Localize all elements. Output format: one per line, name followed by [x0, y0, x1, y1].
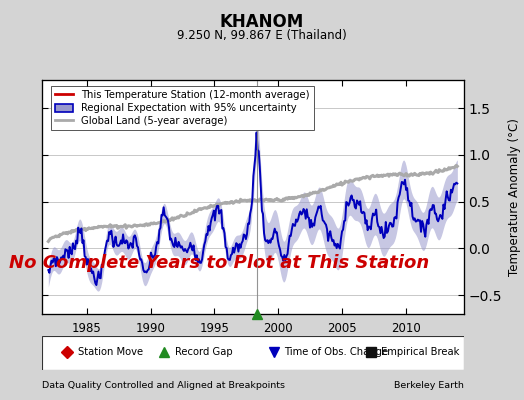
Text: Empirical Break: Empirical Break [381, 347, 460, 357]
Text: 9.250 N, 99.867 E (Thailand): 9.250 N, 99.867 E (Thailand) [177, 29, 347, 42]
Text: 1985: 1985 [72, 322, 102, 335]
Text: 1990: 1990 [136, 322, 166, 335]
Text: 2000: 2000 [264, 322, 293, 335]
Text: Berkeley Earth: Berkeley Earth [394, 381, 464, 390]
Text: Data Quality Controlled and Aligned at Breakpoints: Data Quality Controlled and Aligned at B… [42, 381, 285, 390]
FancyBboxPatch shape [42, 336, 464, 370]
Y-axis label: Temperature Anomaly (°C): Temperature Anomaly (°C) [508, 118, 521, 276]
Text: Record Gap: Record Gap [175, 347, 233, 357]
Text: 2010: 2010 [391, 322, 421, 335]
Text: No Complete Years to Plot at This Station: No Complete Years to Plot at This Statio… [9, 254, 429, 272]
Legend: This Temperature Station (12-month average), Regional Expectation with 95% uncer: This Temperature Station (12-month avera… [51, 86, 314, 130]
Text: KHANOM: KHANOM [220, 13, 304, 31]
Text: Time of Obs. Change: Time of Obs. Change [285, 347, 389, 357]
Text: 2005: 2005 [328, 322, 357, 335]
Text: Station Move: Station Move [78, 347, 143, 357]
Text: 1995: 1995 [200, 322, 230, 335]
